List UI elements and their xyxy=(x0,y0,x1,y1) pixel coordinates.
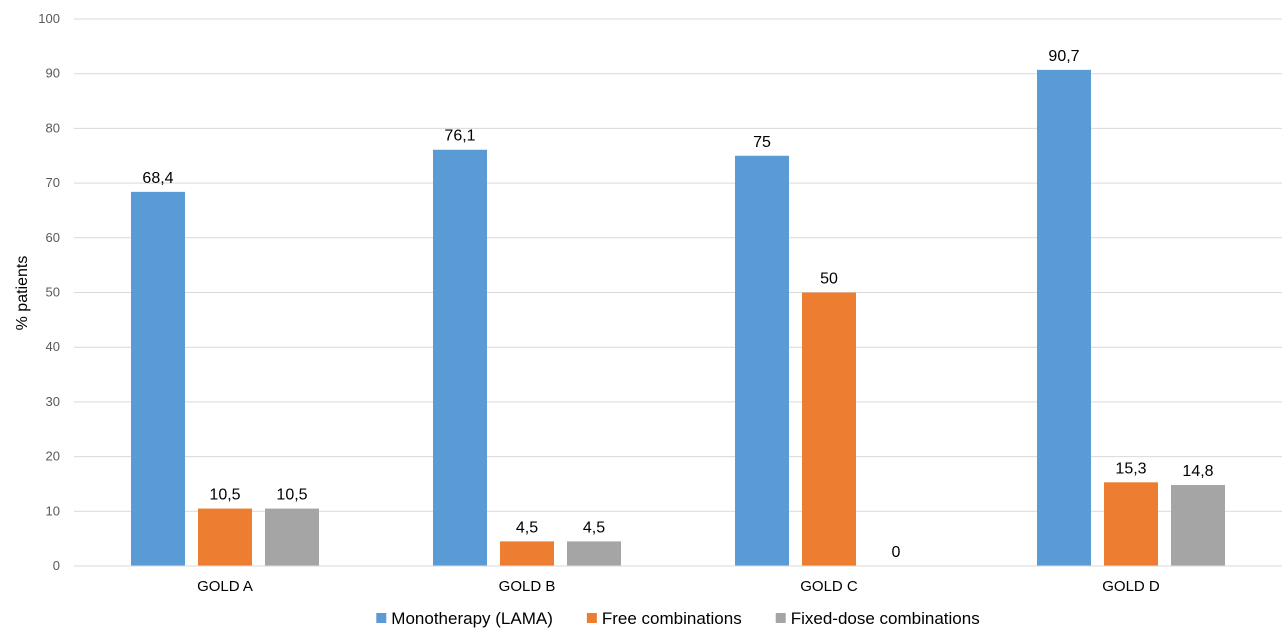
y-tick-label: 30 xyxy=(46,394,60,409)
legend-item: Fixed-dose combinations xyxy=(775,609,980,628)
bar xyxy=(1104,482,1158,566)
data-labels: 68,4 10,5 10,5 76,1 4,5 4,5 75 50 0 90,7 15,3 14,8 xyxy=(142,48,1213,561)
y-axis-label: % patients xyxy=(14,256,31,331)
data-label: 14,8 xyxy=(1182,463,1213,480)
data-label: 75 xyxy=(753,134,771,151)
y-tick-label: 20 xyxy=(46,449,60,464)
legend-label: Free combinations xyxy=(602,609,742,628)
y-tick-label: 90 xyxy=(46,66,60,81)
legend-label: Monotherapy (LAMA) xyxy=(391,609,553,628)
y-tick-label: 50 xyxy=(46,285,60,300)
y-tick-label: 10 xyxy=(46,503,60,518)
data-label: 90,7 xyxy=(1048,48,1079,65)
legend-swatch xyxy=(775,613,786,623)
bar xyxy=(500,541,554,566)
bar xyxy=(1171,485,1225,566)
bar xyxy=(735,155,789,566)
bars xyxy=(131,69,1225,567)
data-label: 4,5 xyxy=(516,519,538,536)
y-tick-label: 100 xyxy=(38,11,60,26)
data-label: 4,5 xyxy=(583,519,605,536)
legend-item: Monotherapy (LAMA) xyxy=(376,609,553,628)
data-label: 15,3 xyxy=(1115,460,1146,477)
legend-label: Fixed-dose combinations xyxy=(791,609,980,628)
data-label: 68,4 xyxy=(142,170,173,187)
x-tick-label: GOLD D xyxy=(1102,578,1160,595)
data-label: 10,5 xyxy=(276,487,307,504)
category-labels: GOLD A GOLD B GOLD C GOLD D xyxy=(197,578,1160,595)
x-tick-label: GOLD A xyxy=(197,578,253,595)
y-tick-label: 40 xyxy=(46,339,60,354)
data-label: 50 xyxy=(820,271,838,288)
y-tick-label: 70 xyxy=(46,175,60,190)
gridlines xyxy=(74,18,1282,512)
bar xyxy=(433,149,487,566)
data-label: 10,5 xyxy=(209,487,240,504)
legend-item: Free combinations xyxy=(586,609,742,628)
bar xyxy=(265,508,319,566)
bar xyxy=(567,541,621,566)
legend: Monotherapy (LAMA) Free combinations Fixed… xyxy=(376,609,980,628)
y-tick-label: 80 xyxy=(46,120,60,135)
data-label: 0 xyxy=(892,544,901,561)
bar xyxy=(1037,69,1091,566)
bar xyxy=(131,191,185,567)
data-label: 76,1 xyxy=(444,128,475,145)
legend-swatch xyxy=(376,613,387,623)
y-axis-ticks: 0 10 20 30 40 50 60 70 80 90 100 xyxy=(38,11,60,573)
y-tick-label: 0 xyxy=(53,558,60,573)
y-tick-label: 60 xyxy=(46,230,60,245)
legend-swatch xyxy=(586,613,597,623)
bar xyxy=(198,508,252,566)
bar xyxy=(802,292,856,566)
x-tick-label: GOLD B xyxy=(499,578,556,595)
x-tick-label: GOLD C xyxy=(800,578,858,595)
